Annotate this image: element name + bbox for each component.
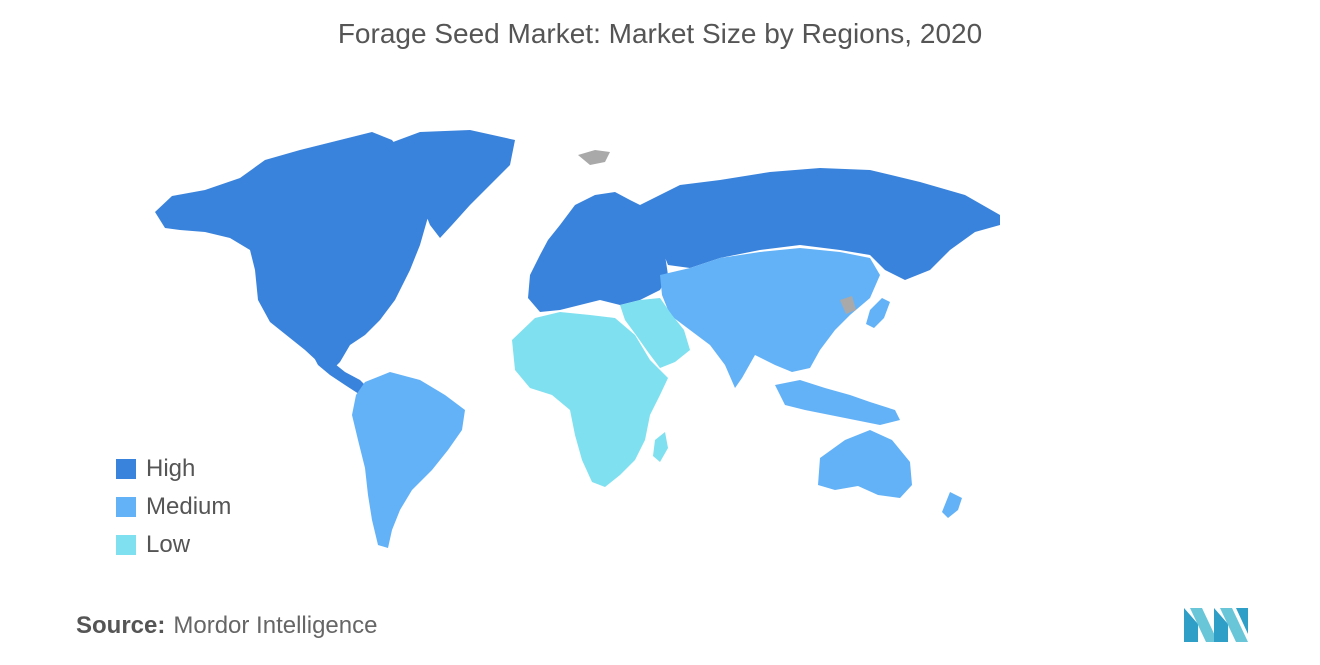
- legend: High Medium Low: [116, 450, 231, 564]
- region-north-america: [155, 132, 430, 372]
- legend-swatch-high: [116, 459, 136, 479]
- region-korea-no-data: [840, 296, 856, 314]
- region-europe: [528, 192, 668, 312]
- mordor-intelligence-logo: [1184, 608, 1248, 642]
- region-south-america: [352, 372, 465, 548]
- legend-item-low: Low: [116, 526, 231, 564]
- legend-label: Low: [146, 531, 191, 558]
- region-greenland: [385, 130, 515, 238]
- region-new-zealand: [942, 492, 962, 518]
- chart-title: Forage Seed Market: Market Size by Regio…: [337, 18, 983, 49]
- region-russia: [640, 168, 1000, 280]
- legend-swatch-medium: [116, 497, 136, 517]
- region-asia: [660, 248, 880, 388]
- region-madagascar: [653, 432, 668, 462]
- region-japan: [866, 298, 890, 328]
- legend-item-high: High: [116, 450, 231, 488]
- region-svalbard-no-data: [578, 150, 610, 165]
- legend-label: Medium: [146, 493, 232, 520]
- region-africa: [512, 312, 668, 487]
- legend-swatch-low: [116, 535, 136, 555]
- source-label: Source:: [76, 612, 166, 639]
- region-central-america: [310, 350, 372, 396]
- source-note: Source: Mordor Intelligence: [76, 612, 377, 640]
- region-australia: [818, 430, 912, 498]
- region-middle-east: [620, 298, 690, 368]
- region-southeast-asia: [775, 380, 900, 425]
- legend-label: High: [146, 455, 196, 482]
- legend-item-medium: Medium: [116, 488, 231, 526]
- source-value: Mordor Intelligence: [173, 612, 378, 639]
